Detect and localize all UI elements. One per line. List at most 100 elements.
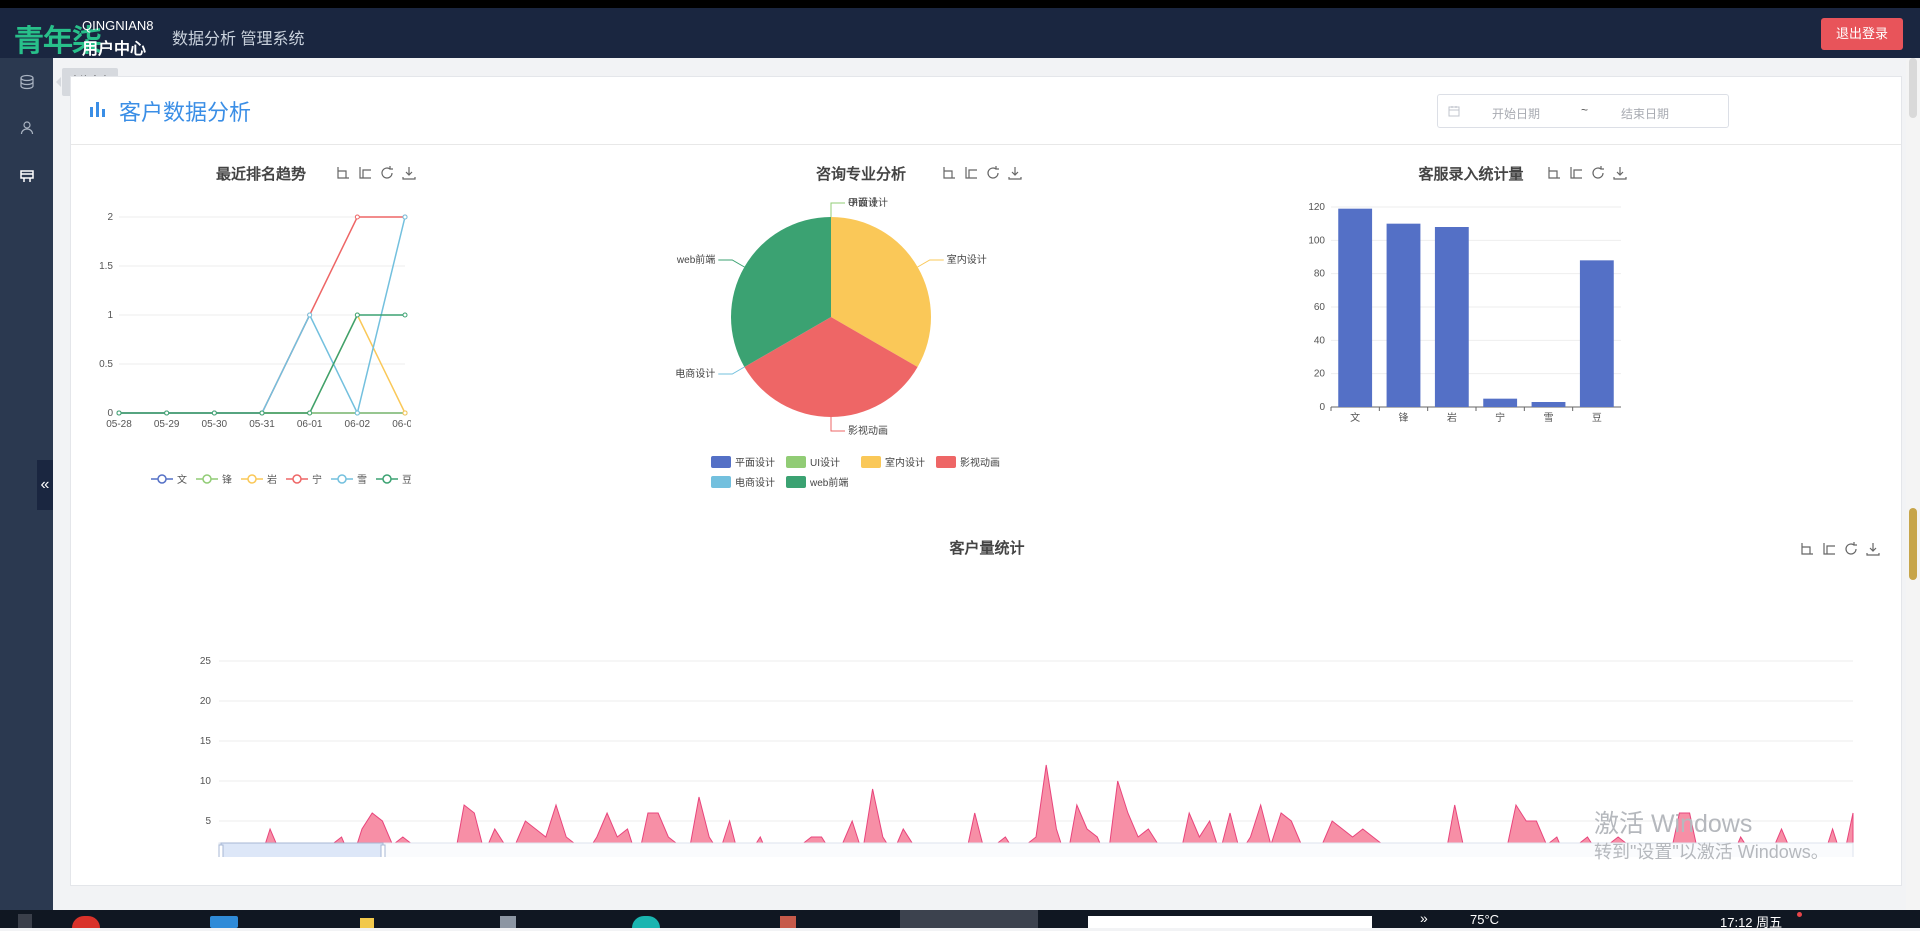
taskbar: » 75°C 17:12 周五: [0, 910, 1920, 930]
legend-marker: [292, 474, 302, 484]
editor-icon[interactable]: [210, 916, 238, 928]
logo[interactable]: 青年柒 QINGNIAN8 用户中心: [14, 14, 164, 58]
y-tick-label: 1: [107, 310, 113, 321]
zoom-reset-icon[interactable]: [1821, 541, 1837, 557]
chart-title-major-analysis: 咨询专业分析: [815, 166, 906, 183]
series-point: [354, 214, 360, 220]
zoom-icon[interactable]: [1546, 165, 1562, 181]
tool-icon[interactable]: [780, 916, 796, 928]
series-point: [259, 410, 265, 416]
chart-title-staff-entry: 客服录入统计量: [1418, 166, 1524, 183]
end-date-input[interactable]: 结束日期: [1621, 107, 1670, 121]
y-tick-label: 0.5: [99, 359, 113, 370]
sidebar-collapse-button[interactable]: «: [37, 460, 53, 510]
tray-overflow-chevron[interactable]: »: [1420, 910, 1428, 926]
zoom-reset-icon[interactable]: [1568, 165, 1584, 181]
system-title: 数据分析 管理系统: [172, 31, 305, 48]
database-icon[interactable]: [19, 74, 35, 90]
scrollbar-thumb[interactable]: [1909, 508, 1917, 580]
legend-swatch: [861, 456, 881, 468]
pie-label-line: [830, 417, 845, 432]
download-icon[interactable]: [1612, 165, 1628, 181]
bar-chart: 0 20 40 60 80 100 120 文 锋 岩 宁 雪 豆: [1308, 202, 1621, 424]
legend-label: 锋: [222, 473, 232, 486]
x-tick-label: 05-31: [249, 419, 275, 427]
legend-swatch: [786, 476, 806, 488]
refresh-icon[interactable]: [1590, 165, 1606, 181]
series-point: [211, 410, 217, 416]
pie-label: 室内设计: [947, 253, 987, 266]
refresh-icon[interactable]: [985, 165, 1001, 181]
y-tick-label: 0: [205, 856, 211, 857]
start-date-input[interactable]: 开始日期: [1492, 107, 1541, 121]
refresh-icon[interactable]: [1843, 541, 1859, 557]
legend-label: 电商设计: [735, 476, 775, 489]
legend-swatch: [786, 456, 806, 468]
series-point: [164, 410, 170, 416]
bar: [1338, 208, 1373, 407]
zoom-reset-icon[interactable]: [357, 165, 373, 181]
taskbar-search-box[interactable]: [1088, 916, 1372, 928]
legend-label: 文: [177, 473, 187, 486]
pie-label: web前端: [676, 253, 715, 266]
page-scrollbar[interactable]: [1906, 58, 1920, 910]
x-tick-label: 05-28: [106, 419, 132, 427]
browser-icon[interactable]: [632, 916, 660, 928]
series-point: [402, 410, 408, 416]
bar-chart-icon: [90, 102, 105, 117]
chrome-icon[interactable]: [72, 916, 100, 928]
series-point: [402, 214, 408, 220]
y-tick-label: 0: [107, 408, 113, 419]
start-icon[interactable]: [18, 914, 32, 928]
legend-label: 影视动画: [960, 456, 1000, 469]
pie-label: 平面设计: [848, 196, 888, 209]
pie-slice: [831, 217, 931, 367]
toolbox-staff-entry: [1546, 165, 1630, 183]
range-separator: ~: [1581, 103, 1589, 117]
legend-label: UI设计: [810, 456, 840, 469]
zoom-icon[interactable]: [1799, 541, 1815, 557]
series-point: [307, 410, 313, 416]
x-tick-label: 文: [1350, 411, 1360, 424]
x-tick-label: 05-29: [154, 419, 180, 427]
logout-button[interactable]: 退出登录: [1821, 18, 1903, 50]
refresh-icon[interactable]: [379, 165, 395, 181]
legend-swatch: [711, 456, 731, 468]
logo-english: QINGNIAN8: [82, 18, 154, 33]
zoom-icon[interactable]: [941, 165, 957, 181]
legend-label: web前端: [809, 476, 848, 489]
download-icon[interactable]: [401, 165, 417, 181]
folder-icon[interactable]: [360, 918, 374, 928]
y-tick-label: 60: [1314, 302, 1326, 313]
legend-label: 室内设计: [885, 456, 925, 469]
pie-slice: [731, 217, 831, 367]
line-chart: 0 0.5 1 1.5 2 05-28 05-29 05-30 05-31 06-01 06-02 0…: [99, 212, 411, 427]
bar: [1386, 223, 1421, 407]
top-edge: [0, 0, 1920, 8]
legend-label: 平面设计: [735, 456, 775, 469]
user-icon[interactable]: [19, 120, 35, 136]
pie-label: UI设计: [848, 196, 878, 209]
active-task[interactable]: [900, 910, 1038, 928]
zoom-icon[interactable]: [335, 165, 351, 181]
app-icon[interactable]: [500, 916, 516, 928]
bar: [1531, 402, 1566, 407]
date-range-picker[interactable]: 开始日期 ~ 结束日期: [1437, 94, 1729, 128]
bar: [1579, 260, 1614, 407]
legend-label: 豆: [402, 474, 411, 486]
scrollbar-top-thumb[interactable]: [1909, 58, 1917, 118]
x-tick-label: 06-03: [392, 419, 411, 427]
bar: [1434, 227, 1469, 407]
y-tick-label: 15: [200, 736, 212, 747]
chart-title-customer-volume: 客户量统计: [949, 540, 1025, 557]
area-chart: 05101520252018-04-102018-04-172018-04-24…: [200, 656, 1854, 857]
datazoom-handle-left: [218, 844, 224, 857]
y-tick-label: 20: [1314, 369, 1326, 380]
zoom-reset-icon[interactable]: [963, 165, 979, 181]
store-icon[interactable]: [19, 168, 35, 184]
tray-temperature: 75°C: [1470, 912, 1500, 927]
toolbox-rank-trend: [335, 165, 419, 183]
download-icon[interactable]: [1007, 165, 1023, 181]
download-icon[interactable]: [1865, 541, 1881, 557]
